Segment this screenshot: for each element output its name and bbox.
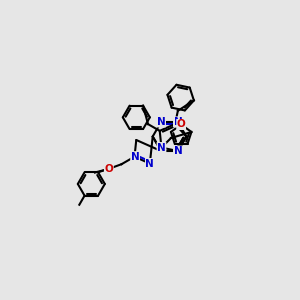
Text: N: N bbox=[157, 142, 166, 153]
Text: N: N bbox=[173, 117, 182, 127]
Text: O: O bbox=[104, 164, 113, 174]
Text: O: O bbox=[177, 119, 185, 130]
Text: N: N bbox=[146, 158, 154, 169]
Text: N: N bbox=[157, 117, 166, 127]
Text: N: N bbox=[131, 152, 140, 162]
Text: N: N bbox=[173, 146, 182, 156]
